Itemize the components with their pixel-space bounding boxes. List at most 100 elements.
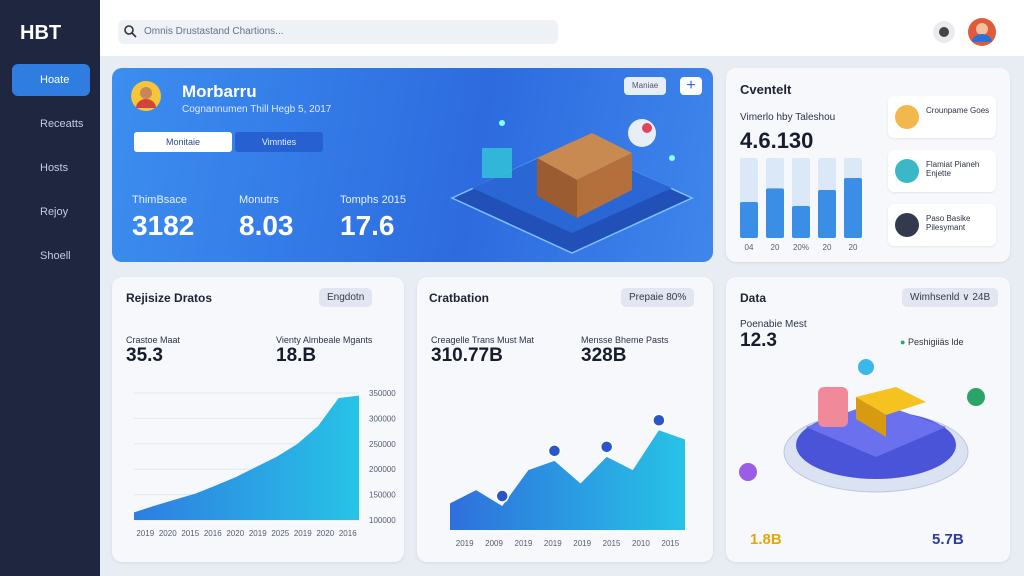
stat-value: 310.77B <box>431 345 503 366</box>
legend: ● Peshigiiäs lde <box>900 337 964 347</box>
stat-label: Creagelle Trans Must Mat <box>431 335 535 345</box>
bar-chart: 04 20 20% 20 20 <box>740 158 862 252</box>
nav-item[interactable]: Shoell <box>40 250 71 262</box>
stat-value: 17.6 <box>340 210 395 241</box>
nav-item[interactable]: Hosts <box>40 162 69 174</box>
card-title: Rejisize Dratos <box>126 291 213 305</box>
x-tick-label: 2019 <box>544 539 562 548</box>
logo: HBT <box>20 22 62 44</box>
list-item: Flamiat Pianeh Enjette <box>888 150 996 192</box>
card-button[interactable]: Engdotn <box>319 288 373 307</box>
card-button[interactable]: Prepaie 80% <box>621 288 695 307</box>
hero-card: Morbarru Cognannumen Thill Hegb 5, 2017 … <box>112 68 713 262</box>
x-tick-label: 2019 <box>136 529 154 538</box>
stat-value: 35.3 <box>126 345 163 366</box>
x-tick-label: 20 <box>823 243 832 252</box>
x-tick-label: 04 <box>745 243 754 252</box>
hero-name: Morbarru <box>182 82 257 101</box>
x-tick-label: 20 <box>771 243 780 252</box>
data-card: Data Wimhsenld ∨ 24B Poenabie Mest 12.3 … <box>726 277 1010 562</box>
y-tick-label: 350000 <box>369 389 396 398</box>
footer-value: 5.7B <box>932 531 964 548</box>
area-chart: 2019 2009 2019 2019 2019 2015 2010 2015 <box>450 413 685 548</box>
x-tick-label: 2019 <box>515 539 533 548</box>
nav-item[interactable]: Receatts <box>40 118 84 130</box>
stat-label: Crastoe Maat <box>126 335 181 345</box>
illustration <box>739 359 985 493</box>
x-tick-label: 2020 <box>316 529 334 538</box>
x-tick-label: 2019 <box>249 529 267 538</box>
card-title: Data <box>740 291 767 305</box>
point-pin <box>495 489 509 503</box>
x-tick-label: 2020 <box>226 529 244 538</box>
y-tick-label: 100000 <box>369 516 396 525</box>
footer-value: 1.8B <box>750 531 782 548</box>
bar <box>844 178 862 238</box>
search-icon <box>124 25 137 38</box>
x-tick-label: 2025 <box>271 529 289 538</box>
avatar-circle <box>895 105 919 129</box>
events-card: Cventelt Vimerlo hby Taleshou 4.6.130 04… <box>726 68 1010 262</box>
avatar <box>895 213 919 237</box>
stat-value: 3182 <box>132 210 195 241</box>
hero-subtitle: Cognannumen Thill Hegb 5, 2017 <box>182 104 332 115</box>
stat-value: 8.03 <box>239 210 294 241</box>
stat-label: Vienty Almbeale Mgants <box>276 335 373 345</box>
chart-card: Rejisize Dratos Engdotn 100000 150000 2000… <box>112 277 404 562</box>
point-pin <box>652 413 666 427</box>
nav-item[interactable]: Hoate <box>12 64 90 96</box>
stat-label: ThimBsace <box>132 194 188 206</box>
x-tick-label: 2010 <box>632 539 650 548</box>
y-tick-label: 300000 <box>369 414 396 423</box>
stat-value: 328B <box>581 345 627 366</box>
x-tick-label: 2009 <box>485 539 503 548</box>
top-icons[interactable] <box>928 14 1008 50</box>
stat-value: 12.3 <box>740 330 777 351</box>
tab[interactable]: Monitaie <box>134 132 232 152</box>
chart-card: Cratbation Prepaie 80% 2019 2009 2019 2019 2… <box>417 277 713 562</box>
stat-label: Tomphs 2015 <box>340 194 407 206</box>
x-tick-label: 2015 <box>181 529 199 538</box>
badge: Maniae <box>624 77 667 95</box>
x-tick-label: 2019 <box>573 539 591 548</box>
list-label: Crounpame Goes <box>926 106 990 115</box>
dropdown[interactable]: Wimhsenld ∨ 24B <box>902 288 999 307</box>
bar <box>818 190 836 238</box>
y-tick-label: 250000 <box>369 440 396 449</box>
list-item: Paso Basike Pilesymant <box>888 204 996 246</box>
area-chart: 100000 150000 200000 250000 300000 350000 2019… <box>134 389 396 538</box>
x-tick-label: 2019 <box>456 539 474 548</box>
avatar-circle <box>895 213 919 237</box>
bar <box>740 202 758 238</box>
list-item: Crounpame Goes <box>888 96 996 138</box>
y-tick-label: 150000 <box>369 491 396 500</box>
bar <box>766 188 784 238</box>
search-box[interactable]: Omnis Drustastand Chartions... <box>118 20 558 44</box>
x-tick-label: 2019 <box>294 529 312 538</box>
card-title: Cratbation <box>429 291 489 305</box>
stat-label: Poenabie Mest <box>740 319 807 330</box>
card-subtitle: Vimerlo hby Taleshou <box>740 112 836 123</box>
stat-label: Monutrs <box>239 194 279 206</box>
tab[interactable]: Vimnties <box>235 132 323 152</box>
list-label: Flamiat Pianeh Enjette <box>926 160 980 178</box>
avatar <box>895 105 919 129</box>
area <box>450 430 685 530</box>
avatar <box>131 81 161 111</box>
legend-label: Peshigiiäs lde <box>907 337 964 347</box>
list-label: Paso Basike Pilesymant <box>926 214 971 232</box>
stat-value: 18.B <box>276 345 317 366</box>
add-button[interactable]: + <box>680 77 702 95</box>
illustration <box>450 119 694 254</box>
x-tick-label: 2015 <box>661 539 679 548</box>
point-pin <box>599 440 614 454</box>
x-tick-label: 20% <box>793 243 809 252</box>
card-title: Cventelt <box>740 82 792 97</box>
x-tick-label: 2015 <box>603 539 621 548</box>
x-tick-label: 2020 <box>159 529 177 538</box>
stat-label: Mensse Bheme Pasts <box>581 335 669 345</box>
x-tick-label: 2016 <box>339 529 357 538</box>
card-value: 4.6.130 <box>740 128 814 153</box>
nav-item[interactable]: Rejoy <box>40 206 69 218</box>
